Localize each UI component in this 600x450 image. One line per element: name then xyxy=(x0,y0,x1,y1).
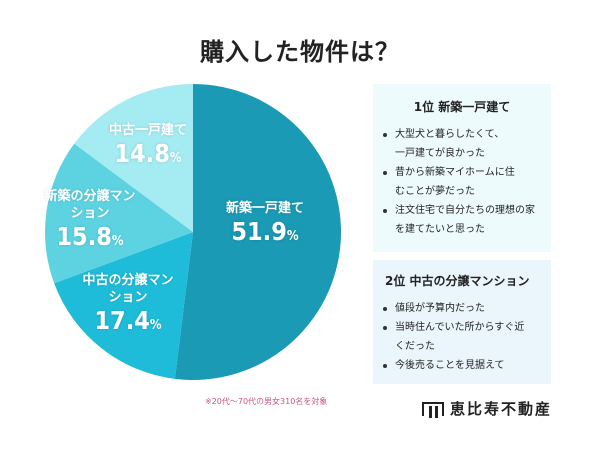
reason-title: 1位 新築一戸建て xyxy=(413,100,511,114)
slice-value: 14.8 xyxy=(114,139,170,168)
slice-name: 中古一戸建て xyxy=(108,123,188,138)
logo-mark-icon xyxy=(422,401,444,418)
survey-note: ※20代〜70代の男女310名を対象 xyxy=(205,397,328,406)
pie-slice-0 xyxy=(174,84,341,380)
reason-box-2: 2位 中古の分譲マンション 値段が予算内だった 当時住んでいた所からすぐ近くだっ… xyxy=(373,260,551,384)
pie-slice-2 xyxy=(44,143,193,284)
slice-label-0: 新築一戸建て 51.9% xyxy=(226,200,304,252)
pie-slice-3 xyxy=(74,84,193,232)
unit: % xyxy=(111,234,124,249)
unit: % xyxy=(149,318,162,333)
pie-slice-1 xyxy=(54,232,193,379)
logo-text: 恵比寿不動産 xyxy=(450,400,553,418)
reason-title: 2位 中古の分譲マンション xyxy=(385,274,530,288)
page-title: 購入した物件は？ xyxy=(200,38,400,66)
slice-name: 中古の分譲マンション xyxy=(82,273,174,305)
slice-label-2: 新築の分譲マンション 15.8% xyxy=(42,188,138,257)
slice-value: 17.4 xyxy=(94,306,150,335)
reason-item: 大型犬と暮らしたくて、一戸建てが良かった xyxy=(383,125,505,163)
unit: % xyxy=(169,151,182,166)
reason-item: 値段が予算内だった xyxy=(383,299,551,318)
slice-name: 新築の分譲マンション xyxy=(44,189,136,221)
company-logo: 恵比寿不動産 xyxy=(422,398,552,419)
unit: % xyxy=(286,229,299,244)
slice-name: 新築一戸建て xyxy=(225,201,305,216)
slice-label-1: 中古の分譲マンション 17.4% xyxy=(80,272,176,341)
slice-value: 51.9 xyxy=(231,217,287,246)
reason-item: 昔から新築マイホームに住むことが夢だった xyxy=(383,163,515,201)
slice-label-3: 中古一戸建て 14.8% xyxy=(109,122,187,174)
reason-box-1: 1位 新築一戸建て 大型犬と暮らしたくて、一戸建てが良かった 昔から新築マイホー… xyxy=(373,84,551,252)
reason-item: 今後売ることを見据えて xyxy=(383,356,551,375)
reason-item: 注文住宅で自分たちの理想の家を建てたいと思った xyxy=(383,201,535,239)
slice-value: 15.8 xyxy=(56,222,112,251)
reason-item: 当時住んでいた所からすぐ近くだった xyxy=(383,318,525,356)
